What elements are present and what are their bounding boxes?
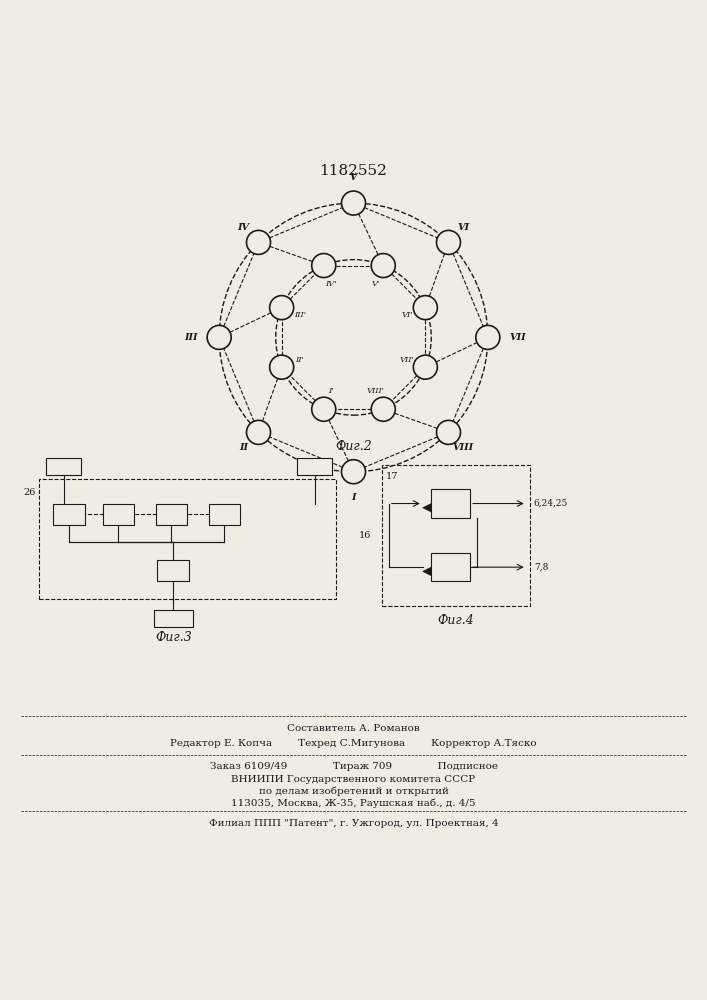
Circle shape	[436, 420, 460, 444]
FancyBboxPatch shape	[46, 458, 81, 475]
Text: V: V	[350, 173, 357, 182]
Text: 16: 16	[358, 531, 371, 540]
Circle shape	[371, 254, 395, 278]
Text: ВНИИПИ Государственного комитета СССР: ВНИИПИ Государственного комитета СССР	[231, 775, 476, 784]
Circle shape	[312, 254, 336, 278]
Text: &: &	[114, 509, 123, 519]
Text: 7,8: 7,8	[534, 563, 548, 572]
Text: 24: 24	[57, 462, 70, 471]
Circle shape	[414, 355, 438, 379]
FancyBboxPatch shape	[209, 504, 240, 525]
Text: 28: 28	[167, 614, 180, 623]
FancyBboxPatch shape	[431, 553, 470, 581]
Text: Фиг.4: Фиг.4	[438, 614, 474, 627]
Text: Редактор Е. Копча        Техред С.Мигунова        Корректор А.Тяско: Редактор Е. Копча Техред С.Мигунова Корр…	[170, 739, 537, 748]
FancyBboxPatch shape	[154, 610, 193, 627]
Text: Фиг.3: Фиг.3	[155, 631, 192, 644]
Text: &: &	[167, 509, 176, 519]
FancyBboxPatch shape	[431, 489, 470, 518]
Text: 17: 17	[385, 472, 398, 481]
Text: &: &	[64, 509, 74, 519]
Text: II': II'	[296, 356, 304, 364]
Circle shape	[247, 420, 271, 444]
Circle shape	[247, 230, 271, 254]
Circle shape	[341, 460, 366, 484]
Text: VIII: VIII	[453, 443, 474, 452]
Text: IV': IV'	[325, 280, 337, 288]
Polygon shape	[423, 504, 431, 512]
Text: Филиал ППП "Патент", г. Ужгород, ул. Проектная, 4: Филиал ППП "Патент", г. Ужгород, ул. Про…	[209, 819, 498, 828]
Text: III: III	[185, 333, 198, 342]
Text: 1182552: 1182552	[320, 164, 387, 178]
Circle shape	[414, 296, 438, 320]
Text: IV: IV	[238, 223, 250, 232]
Circle shape	[312, 397, 336, 421]
FancyBboxPatch shape	[103, 504, 134, 525]
FancyBboxPatch shape	[297, 458, 332, 475]
Circle shape	[341, 191, 366, 215]
Text: &: &	[220, 509, 229, 519]
Text: VI': VI'	[402, 311, 413, 319]
Text: 26: 26	[23, 488, 35, 497]
Text: I': I'	[329, 387, 334, 395]
Circle shape	[207, 325, 231, 349]
Circle shape	[269, 355, 293, 379]
Text: VII: VII	[509, 333, 526, 342]
Text: II: II	[239, 443, 248, 452]
Circle shape	[436, 230, 460, 254]
Circle shape	[371, 397, 395, 421]
Text: Составитель А. Романов: Составитель А. Романов	[287, 724, 420, 733]
Circle shape	[269, 296, 293, 320]
Circle shape	[476, 325, 500, 349]
Text: Заказ 6109/49              Тираж 709              Подписное: Заказ 6109/49 Тираж 709 Подписное	[209, 762, 498, 771]
Text: 6: 6	[312, 462, 317, 471]
Text: 6,24,25: 6,24,25	[534, 499, 568, 508]
Text: V': V'	[372, 280, 380, 288]
Text: VII': VII'	[399, 356, 414, 364]
Text: VIII': VIII'	[367, 387, 385, 395]
Text: III': III'	[294, 311, 306, 319]
Text: &: &	[168, 566, 178, 576]
FancyBboxPatch shape	[158, 560, 189, 581]
Text: 113035, Москва, Ж-35, Раушская наб., д. 4/5: 113035, Москва, Ж-35, Раушская наб., д. …	[231, 799, 476, 808]
Text: Фиг.2: Фиг.2	[335, 440, 372, 453]
Text: I: I	[351, 493, 356, 502]
Text: VI: VI	[457, 223, 469, 232]
FancyBboxPatch shape	[156, 504, 187, 525]
FancyBboxPatch shape	[53, 504, 85, 525]
Text: по делам изобретений и открытий: по делам изобретений и открытий	[259, 787, 448, 796]
Polygon shape	[423, 567, 431, 576]
